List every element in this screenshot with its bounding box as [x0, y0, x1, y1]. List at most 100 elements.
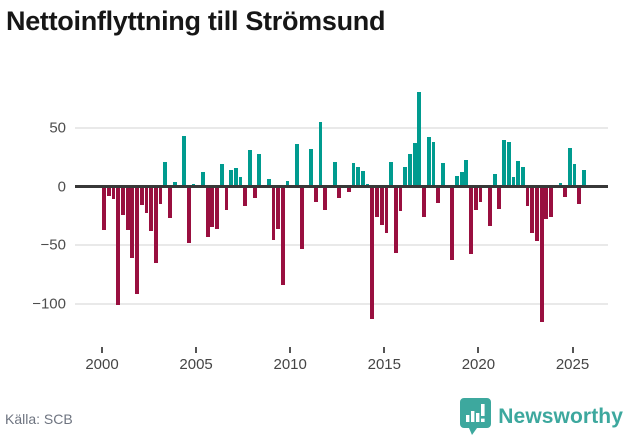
- bar-positive: [431, 142, 436, 187]
- y-tick-label: −100: [32, 295, 66, 312]
- bar-negative: [488, 186, 492, 227]
- bar-negative: [121, 186, 125, 215]
- newsworthy-logo[interactable]: Newsworthy: [460, 398, 623, 435]
- x-tick-label: 2005: [179, 356, 213, 373]
- zero-line: [75, 185, 608, 188]
- bar-positive: [455, 175, 459, 187]
- bar-positive: [567, 147, 572, 187]
- bar-negative: [313, 186, 318, 202]
- bar-positive: [201, 172, 205, 187]
- bar-positive: [417, 91, 422, 187]
- gridline: [75, 244, 608, 246]
- bar-positive: [266, 179, 271, 187]
- bar-negative: [224, 186, 229, 210]
- bar-positive: [582, 170, 586, 187]
- bar-negative: [186, 186, 191, 243]
- bar-negative: [535, 186, 539, 242]
- bar-negative: [497, 186, 502, 209]
- bar-negative: [116, 186, 121, 305]
- bar-positive: [219, 164, 224, 187]
- bar-negative: [577, 186, 582, 205]
- bar-negative: [243, 186, 248, 207]
- bar-negative: [323, 186, 328, 210]
- bar-negative: [450, 186, 455, 261]
- bar-negative: [375, 186, 379, 217]
- bar-positive: [506, 142, 511, 187]
- bar-positive: [295, 144, 299, 187]
- x-tick-label: 2025: [555, 356, 590, 373]
- bar-negative: [393, 186, 398, 254]
- bar-negative: [436, 186, 441, 203]
- bar-negative: [205, 186, 210, 237]
- bar-negative: [144, 186, 149, 214]
- x-tick: [195, 347, 198, 353]
- newsworthy-bubble-icon: [460, 398, 492, 435]
- bar-negative: [544, 186, 549, 220]
- bar-negative: [473, 186, 478, 210]
- bar-positive: [318, 122, 323, 187]
- brand-name: Newsworthy: [498, 404, 623, 428]
- bar-negative: [215, 186, 219, 229]
- bar-positive: [248, 150, 252, 187]
- y-tick-label: 50: [49, 119, 66, 137]
- bar-negative: [384, 186, 389, 234]
- bar-positive: [572, 164, 577, 187]
- bar-positive: [459, 172, 464, 187]
- x-tick: [477, 347, 480, 353]
- bar-negative: [549, 186, 553, 217]
- bar-positive: [412, 143, 417, 187]
- bar-positive: [309, 149, 314, 187]
- x-tick-label: 2000: [85, 356, 119, 373]
- plot-area: 50 0 −50 −100 2000 2005 2010 2015 2020 2025: [32, 70, 608, 380]
- bar-negative: [135, 186, 139, 295]
- bar-positive: [408, 153, 412, 187]
- bar-negative: [210, 186, 215, 228]
- gridline: [75, 127, 608, 129]
- bar-negative: [379, 186, 384, 226]
- bar-positive: [257, 153, 262, 187]
- bar-positive: [229, 170, 234, 187]
- x-tick: [571, 347, 574, 353]
- bar-negative: [111, 186, 116, 200]
- bar-positive: [516, 160, 521, 187]
- chart-title: Nettoinflyttning till Strömsund: [6, 6, 386, 36]
- bar-positive: [558, 182, 563, 187]
- bar-negative: [280, 186, 285, 285]
- bar-positive: [440, 163, 445, 187]
- x-tick-label: 2010: [273, 356, 307, 373]
- gridline: [75, 302, 608, 305]
- x-tick: [101, 347, 103, 353]
- bar-positive: [351, 163, 356, 187]
- bar-positive: [511, 177, 516, 187]
- y-tick-label: 0: [57, 178, 66, 195]
- bar-negative: [563, 186, 568, 198]
- bar-positive: [172, 181, 177, 187]
- bar-positive: [426, 137, 431, 187]
- bar-positive: [233, 167, 238, 187]
- bar-positive: [238, 177, 243, 187]
- bar-positive: [403, 166, 408, 187]
- bar-positive: [332, 161, 337, 187]
- bar-positive: [502, 139, 506, 187]
- bar-negative: [530, 186, 535, 234]
- bar-negative: [271, 186, 276, 241]
- bar-negative: [153, 186, 158, 263]
- bar-negative: [478, 186, 483, 202]
- bar-negative: [422, 186, 426, 217]
- bar-negative: [158, 186, 163, 205]
- bar-negative: [139, 186, 144, 206]
- source-label: Källa: SCB: [5, 411, 73, 427]
- bar-negative: [276, 186, 281, 229]
- x-tick: [289, 347, 292, 353]
- bar-positive: [360, 171, 365, 187]
- bar-negative: [525, 186, 530, 207]
- bar-positive: [182, 136, 186, 187]
- x-tick-label: 2015: [367, 356, 401, 373]
- bar-positive: [520, 166, 525, 187]
- bar-negative: [130, 186, 135, 258]
- bar-negative: [370, 186, 375, 319]
- y-tick-label: −50: [40, 236, 66, 254]
- bar-negative: [125, 186, 130, 230]
- bar-negative: [102, 186, 106, 230]
